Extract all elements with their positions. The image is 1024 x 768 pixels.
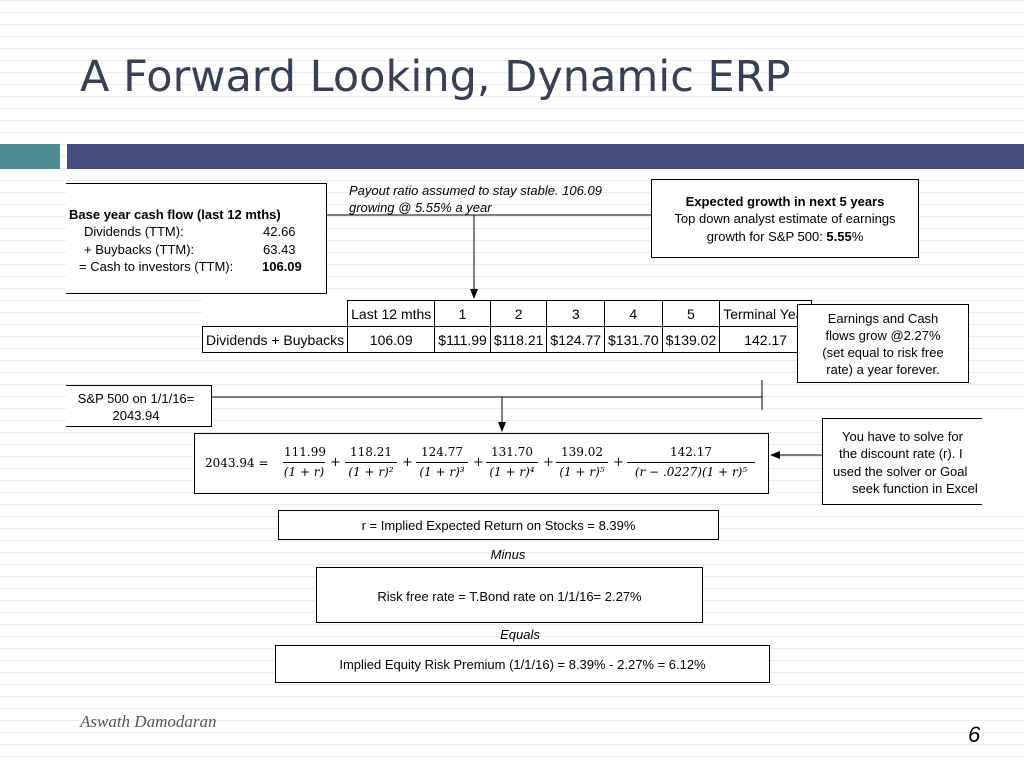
table-cell: $124.77 [546,326,606,353]
implied-return-box: r = Implied Expected Return on Stocks = … [278,510,719,540]
risk-free-text: Risk free rate = T.Bond rate on 1/1/16= … [377,589,642,604]
sp500-box: S&P 500 on 1/1/16= 2043.94 [66,385,212,427]
risk-free-box: Risk free rate = T.Bond rate on 1/1/16= … [316,567,703,623]
plus-sign: + [402,455,413,470]
accent-bar-navy [67,144,1024,169]
table-header-cell: 5 [661,300,721,327]
slide-title: A Forward Looking, Dynamic ERP [80,52,791,102]
terminal-line2: flows grow @2.27% [825,328,941,343]
growth-value: 5.55 [826,229,852,244]
dividends-label: Dividends (TTM): [84,224,184,239]
table-cell: $118.21 [489,326,548,353]
table-cell: $111.99 [434,326,491,353]
term-5-denominator: (1 + r)⁵ [559,465,605,479]
equation-term-terminal: 142.17 (r − .0227)(1 + r)⁵ [627,445,755,480]
table-header-cell: 4 [604,300,663,327]
equation-term-4: 131.70 (1 + r)⁴ [486,445,538,480]
table-row-label: Dividends + Buybacks [201,326,349,353]
sp500-line1: S&P 500 on 1/1/16= [77,391,195,406]
growth-suffix: % [851,229,864,244]
solver-line4: seek function in Excel [852,481,978,496]
table-row: Dividends + Buybacks 106.09 $111.99 $118… [201,326,813,353]
valuation-equation-box: 2043.94 = 111.99 (1 + r) + 118.21 (1 + r… [194,433,769,494]
term-2-numerator: 118.21 [345,445,397,463]
table-header-cell [202,300,349,327]
dividends-value: 42.66 [263,224,296,239]
accent-bar-teal [0,144,60,169]
equation-term-3: 124.77 (1 + r)³ [416,445,468,480]
table-header-row: Last 12 mths 1 2 3 4 5 Terminal Year [202,300,813,327]
term-5-numerator: 139.02 [556,445,608,463]
cash-investors-value: 106.09 [262,259,302,274]
growth-box: Expected growth in next 5 years Top down… [651,179,919,258]
payout-note-line1: Payout ratio assumed to stay stable. 106… [349,183,602,198]
table-header-cell: Last 12 mths [347,300,436,327]
term-4-numerator: 131.70 [486,445,538,463]
term-terminal-denominator: (r − .0227)(1 + r)⁵ [634,465,748,479]
terminal-line1: Earnings and Cash [827,311,939,326]
table-cell: $131.70 [604,326,663,353]
equation-term-5: 139.02 (1 + r)⁵ [556,445,608,480]
growth-heading: Expected growth in next 5 years [685,194,885,209]
table-cell: 142.17 [719,326,813,353]
cashflow-table: Last 12 mths 1 2 3 4 5 Terminal Year Div… [201,300,813,353]
terminal-line3: (set equal to risk free [822,345,944,360]
term-2-denominator: (1 + r)² [348,465,394,479]
term-1-numerator: 111.99 [283,445,326,463]
base-year-box: Base year cash flow (last 12 mths) Divid… [66,183,327,294]
plus-sign: + [613,455,624,470]
solver-note-box: You have to solve for the discount rate … [822,418,992,505]
term-terminal-numerator: 142.17 [627,445,755,463]
solver-line2: the discount rate (r). I [839,446,963,461]
implied-return-text: r = Implied Expected Return on Stocks = … [361,518,636,533]
term-3-numerator: 124.77 [416,445,468,463]
table-cell: $139.02 [661,326,721,353]
sp500-value: 2043.94 [112,408,160,423]
term-3-denominator: (1 + r)³ [419,465,465,479]
cash-investors-label: = Cash to investors (TTM): [79,259,234,274]
equation-lhs: 2043.94 = [205,456,269,470]
footer-author: Aswath Damodaran [80,712,217,731]
equals-label: Equals [500,627,540,642]
payout-note-line2: growing @ 5.55% a year [349,200,492,215]
term-1-denominator: (1 + r) [283,465,325,479]
solver-line1: You have to solve for [842,429,963,444]
plus-sign: + [543,455,554,470]
table-cell: 106.09 [347,326,436,353]
growth-line2: growth for S&P 500: 5.55% [652,228,918,245]
growth-line1: Top down analyst estimate of earnings [674,211,896,226]
solver-line3: used the solver or Goal [833,464,968,479]
buybacks-value: 63.43 [263,242,296,257]
equation-term-2: 118.21 (1 + r)² [345,445,397,480]
minus-label: Minus [490,547,526,562]
growth-line2-text: growth for S&P 500: [706,229,823,244]
term-4-denominator: (1 + r)⁴ [489,465,535,479]
implied-erp-box: Implied Equity Risk Premium (1/1/16) = 8… [275,645,770,683]
implied-erp-text: Implied Equity Risk Premium (1/1/16) = 8… [339,657,706,672]
equation-term-1: 111.99 (1 + r) [283,445,326,480]
plus-sign: + [330,455,341,470]
table-header-cell: 3 [546,300,606,327]
buybacks-label: + Buybacks (TTM): [84,242,195,257]
table-header-cell: 2 [489,300,548,327]
page-number: 6 [968,722,981,747]
plus-sign: + [473,455,484,470]
table-header-cell: 1 [434,300,491,327]
terminal-growth-box: Earnings and Cash flows grow @2.27% (set… [797,304,969,383]
base-year-heading: Base year cash flow (last 12 mths) [69,207,281,222]
slide-edge-mask [982,410,1024,510]
table-header-cell: Terminal Year [719,300,813,327]
terminal-line4: rate) a year forever. [826,362,940,377]
